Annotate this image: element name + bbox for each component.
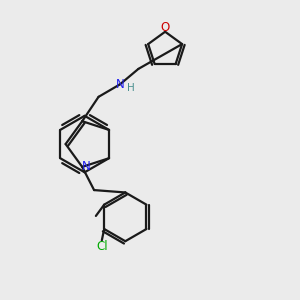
Text: Cl: Cl	[96, 240, 108, 254]
Text: N: N	[116, 78, 124, 91]
Text: H: H	[128, 83, 135, 93]
Text: O: O	[160, 21, 170, 34]
Text: N: N	[81, 160, 90, 173]
